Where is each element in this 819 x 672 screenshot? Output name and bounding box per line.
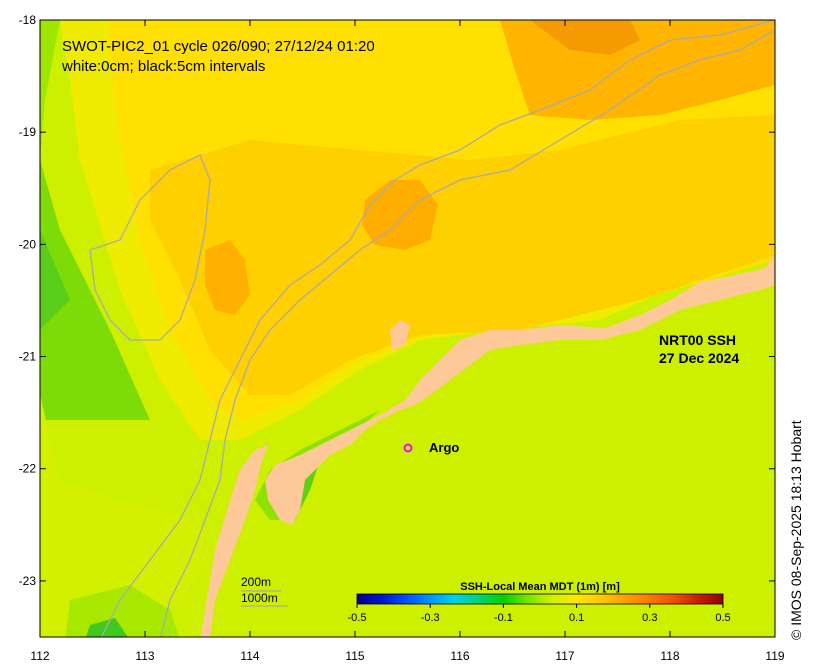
product-label: NRT00 SSH: [659, 332, 736, 348]
bathy-label-200m: 200m: [241, 575, 271, 589]
argo-label: Argo: [429, 440, 459, 455]
island: [390, 320, 410, 350]
lat-tick-label: -18: [19, 13, 37, 27]
lat-tick-label: -22: [19, 462, 37, 476]
map-frame: [39, 19, 776, 638]
lon-tick-label: 115: [345, 649, 364, 663]
lon-tick-label: 118: [660, 649, 679, 663]
lon-tick-label: 112: [30, 649, 49, 663]
colorbar-tick-label: -0.3: [421, 612, 440, 624]
lon-tick-label: 116: [450, 649, 469, 663]
lon-tick-label: 113: [135, 649, 154, 663]
bathymetry-contours: [89, 20, 775, 637]
argo-float-icon[interactable]: [403, 443, 413, 453]
colorbar-tick-label: -0.5: [348, 612, 367, 624]
lat-tick-label: -20: [19, 237, 37, 251]
longitude-axis: 112 113 114 115 116 117 118 119: [30, 20, 785, 663]
colorbar-tick-label: -0.1: [494, 612, 513, 624]
lon-tick-label: 119: [765, 649, 784, 663]
colorbar: SSH-Local Mean MDT (1m) [m] -0.5 -0.3 -0.1…: [348, 581, 731, 624]
colorbar-tick-label: 0.5: [715, 612, 730, 624]
map-subtitle: white:0cm; black:5cm intervals: [61, 58, 265, 75]
lat-tick-label: -21: [19, 350, 37, 364]
colorbar-tick-label: 0.3: [642, 612, 657, 624]
coastline: [200, 255, 775, 637]
colorbar-tick-label: 0.1: [569, 612, 584, 624]
lat-tick-label: -23: [19, 574, 37, 588]
lon-tick-label: 114: [240, 649, 259, 663]
colorbar-ramp: [356, 593, 724, 605]
product-date: 27 Dec 2024: [659, 350, 739, 366]
map-title: SWOT-PIC2_01 cycle 026/090; 27/12/24 01:…: [62, 38, 375, 55]
land-mass: [200, 255, 775, 637]
bathy-label-1000m: 1000m: [241, 591, 278, 605]
lat-tick-label: -19: [19, 125, 37, 139]
latitude-axis: -18 -19 -20 -21 -22 -23: [19, 13, 775, 588]
lon-tick-label: 117: [555, 649, 574, 663]
credit-text: © IMOS 08-Sep-2025 18:13 Hobart: [788, 420, 804, 640]
colorbar-title: SSH-Local Mean MDT (1m) [m]: [460, 581, 620, 593]
